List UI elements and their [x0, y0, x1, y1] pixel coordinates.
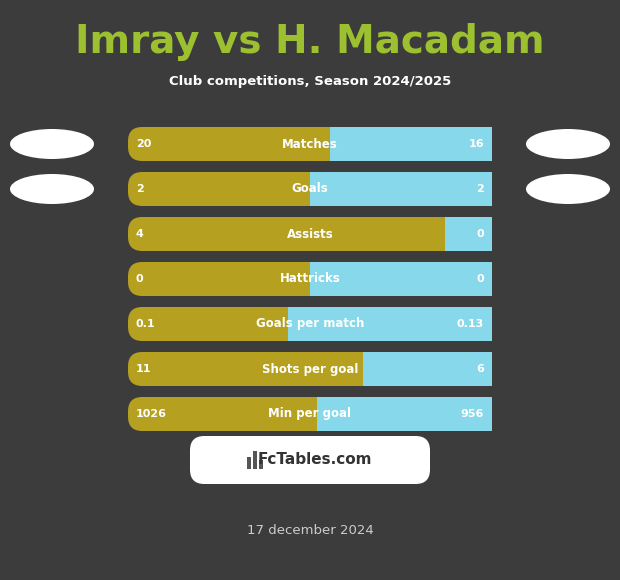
Text: 0.13: 0.13	[457, 319, 484, 329]
Text: 0.1: 0.1	[136, 319, 156, 329]
Text: 0: 0	[476, 229, 484, 239]
Bar	[310, 172, 492, 206]
Text: Goals per match: Goals per match	[256, 317, 364, 331]
Text: 16: 16	[468, 139, 484, 149]
Bar	[445, 217, 492, 251]
Text: 11: 11	[136, 364, 151, 374]
FancyBboxPatch shape	[128, 307, 492, 341]
Text: Min per goal: Min per goal	[268, 408, 352, 420]
Bar	[247, 457, 251, 469]
Text: Matches: Matches	[282, 137, 338, 150]
Text: 2: 2	[136, 184, 144, 194]
FancyBboxPatch shape	[458, 307, 492, 341]
Bar	[317, 397, 492, 431]
Bar	[330, 127, 492, 161]
Text: 20: 20	[136, 139, 151, 149]
Bar	[253, 451, 257, 469]
Text: Shots per goal: Shots per goal	[262, 362, 358, 375]
Bar	[259, 460, 263, 469]
Text: 2: 2	[476, 184, 484, 194]
Text: Hattricks: Hattricks	[280, 273, 340, 285]
Text: Assists: Assists	[286, 227, 334, 241]
FancyBboxPatch shape	[458, 397, 492, 431]
FancyBboxPatch shape	[458, 217, 492, 251]
FancyBboxPatch shape	[128, 172, 492, 206]
Text: 4: 4	[136, 229, 144, 239]
Text: 0: 0	[476, 274, 484, 284]
FancyBboxPatch shape	[128, 127, 492, 161]
Ellipse shape	[10, 174, 94, 204]
Text: 17 december 2024: 17 december 2024	[247, 524, 373, 536]
Bar	[310, 262, 492, 296]
FancyBboxPatch shape	[128, 352, 492, 386]
Text: FcTables.com: FcTables.com	[258, 452, 372, 467]
Text: 1026: 1026	[136, 409, 167, 419]
Bar	[288, 307, 492, 341]
Text: Goals: Goals	[291, 183, 329, 195]
FancyBboxPatch shape	[458, 352, 492, 386]
FancyBboxPatch shape	[458, 262, 492, 296]
FancyBboxPatch shape	[128, 217, 492, 251]
FancyBboxPatch shape	[128, 397, 492, 431]
Ellipse shape	[526, 129, 610, 159]
FancyBboxPatch shape	[128, 262, 492, 296]
FancyBboxPatch shape	[190, 436, 430, 484]
Text: Club competitions, Season 2024/2025: Club competitions, Season 2024/2025	[169, 75, 451, 89]
Ellipse shape	[10, 129, 94, 159]
Text: Imray vs H. Macadam: Imray vs H. Macadam	[75, 23, 545, 61]
FancyBboxPatch shape	[458, 127, 492, 161]
Text: 0: 0	[136, 274, 144, 284]
Text: 956: 956	[461, 409, 484, 419]
Bar	[363, 352, 492, 386]
Text: 6: 6	[476, 364, 484, 374]
Ellipse shape	[526, 174, 610, 204]
FancyBboxPatch shape	[458, 172, 492, 206]
